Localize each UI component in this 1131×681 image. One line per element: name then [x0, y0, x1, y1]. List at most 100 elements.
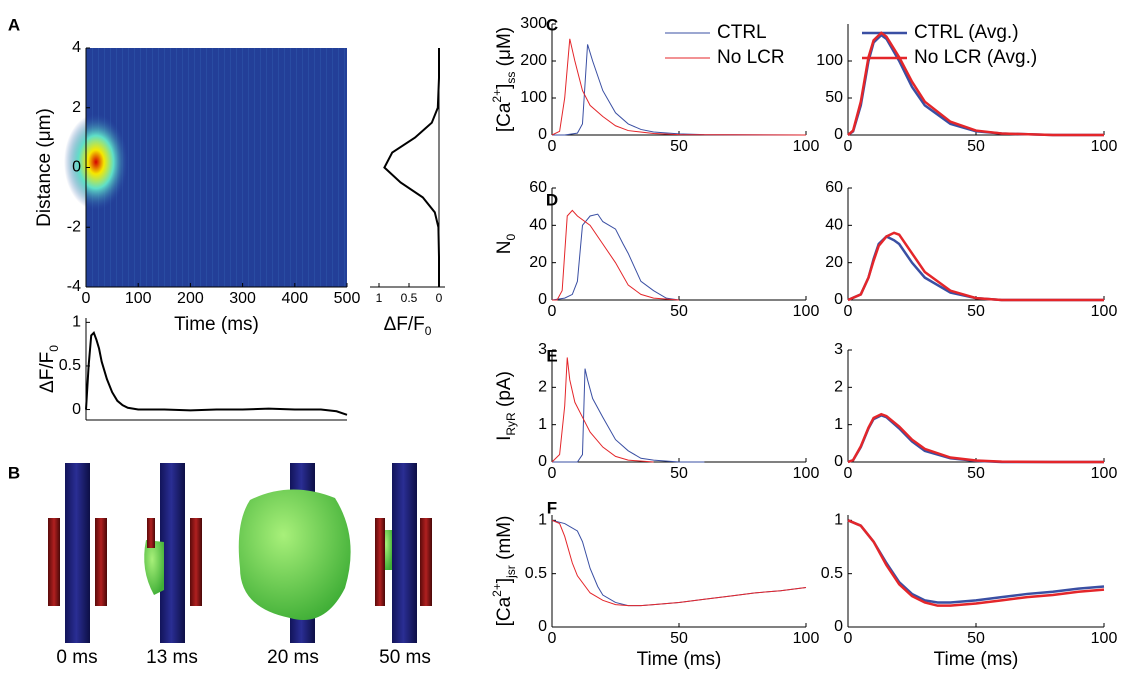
label-part: ΔF/F: [384, 314, 425, 335]
y-tick-label: 4: [72, 39, 81, 56]
y-tick-label: 1: [834, 512, 843, 529]
series-line: [847, 231, 1104, 302]
label-part: ss: [504, 72, 518, 84]
y-tick-label: 0: [538, 618, 547, 635]
label-part: (mM): [494, 516, 515, 566]
label-part: (pA): [494, 371, 515, 412]
x-axis-label: Time (ms): [934, 649, 1019, 670]
panel-label: A: [8, 15, 20, 34]
y-tick-label: 0: [834, 453, 843, 470]
x-tick-label: 0: [548, 630, 557, 647]
label-part: ]: [494, 84, 515, 89]
heatmap-image: [64, 48, 347, 287]
legend-label: No LCR (Avg.): [914, 47, 1037, 68]
y-tick-label: 100: [816, 52, 843, 69]
x-tick-label: 100: [1091, 465, 1118, 482]
legend-label: No LCR: [717, 47, 785, 68]
label-part: 2+: [490, 89, 504, 103]
time-label: 13 ms: [146, 647, 198, 668]
x-tick-label: 50: [967, 630, 985, 647]
x-tick-label: 0: [844, 465, 853, 482]
panel-label: F: [547, 498, 557, 517]
x-tick-label: 500: [334, 290, 361, 307]
y-tick-label: 300: [520, 15, 547, 32]
y-tick-label: 0.5: [821, 565, 843, 582]
x-tick-label: 200: [177, 290, 204, 307]
legend-label: CTRL: [717, 22, 767, 43]
x-axis-label: Time (ms): [637, 649, 722, 670]
y-tick-label: 2: [834, 379, 843, 396]
y-tick-label: 0.5: [59, 357, 81, 374]
y-axis-label: [Ca2+]ss (μM): [490, 27, 518, 132]
x-tick-label: 100: [1091, 303, 1118, 320]
series-line: [552, 209, 680, 301]
y-tick-label: 20: [825, 254, 843, 271]
label-part: 0: [504, 233, 518, 240]
x-tick-label: 0: [82, 290, 91, 307]
y-tick-label: 1: [834, 416, 843, 433]
time-label: 0 ms: [56, 647, 97, 668]
y-tick-label: 50: [825, 89, 843, 106]
x-tick-label: 0.5: [401, 291, 418, 305]
x-tick-label: 50: [967, 303, 985, 320]
y-tick-label: 1: [538, 416, 547, 433]
y-tick-label: 200: [520, 52, 547, 69]
profile-line: [383, 48, 440, 287]
x-tick-label: 50: [670, 630, 688, 647]
y-tick-label: 1: [538, 512, 547, 529]
label-part: N: [494, 240, 515, 254]
y-tick-label: 0: [538, 453, 547, 470]
x-tick-label: 0: [436, 291, 443, 305]
y-tick-label: 60: [825, 179, 843, 196]
x-tick-label: 0: [548, 138, 557, 155]
y-tick-label: -2: [67, 218, 81, 235]
x-tick-label: 100: [793, 465, 820, 482]
x-tick-label: 400: [281, 290, 308, 307]
label-part: I: [494, 436, 515, 441]
y-tick-label: 20: [529, 254, 547, 271]
panel-label: B: [8, 463, 20, 482]
y-tick-label: 2: [72, 99, 81, 116]
y-tick-label: 1: [72, 314, 81, 331]
label-part: [Ca: [494, 596, 515, 626]
x-tick-label: 0: [548, 465, 557, 482]
label-part: ΔF/F: [37, 352, 58, 393]
x-tick-label: 1: [376, 291, 383, 305]
y-tick-label: 0: [834, 291, 843, 308]
x-tick-label: 100: [125, 290, 152, 307]
label-part: RyR: [504, 412, 518, 436]
y-tick-label: 40: [529, 217, 547, 234]
x-tick-label: 100: [1091, 630, 1118, 647]
x-tick-label: 50: [967, 138, 985, 155]
x-tick-label: 50: [670, 138, 688, 155]
x-tick-label: 50: [670, 465, 688, 482]
x-tick-label: 100: [793, 138, 820, 155]
label-part: [Ca: [494, 102, 515, 132]
y-tick-label: 0: [834, 618, 843, 635]
label-part: 2+: [490, 583, 504, 597]
label-part: ]: [494, 578, 515, 583]
legend-label: CTRL (Avg.): [914, 22, 1019, 43]
time-label: 50 ms: [379, 647, 431, 668]
label-part: 0: [47, 345, 61, 352]
y-tick-label: -4: [67, 278, 81, 295]
y-tick-label: 0: [72, 401, 81, 418]
y-axis-label: IRyR (pA): [494, 371, 518, 441]
series-line: [847, 519, 1105, 604]
y-tick-label: 100: [520, 89, 547, 106]
series-line: [85, 331, 348, 416]
label-part: (μM): [494, 27, 515, 72]
y-tick-label: 2: [538, 379, 547, 396]
series-line: [552, 44, 807, 136]
x-tick-label: 100: [1091, 138, 1118, 155]
series-line: [847, 412, 1104, 464]
y-tick-label: 0: [538, 126, 547, 143]
y-tick-label: 3: [538, 341, 547, 358]
y-axis-label: Distance (μm): [34, 108, 55, 227]
series-line: [551, 213, 680, 301]
x-tick-label: 300: [229, 290, 256, 307]
y-tick-label: 3: [834, 341, 843, 358]
y-tick-label: 60: [529, 179, 547, 196]
y-axis-label: N0: [494, 233, 518, 254]
